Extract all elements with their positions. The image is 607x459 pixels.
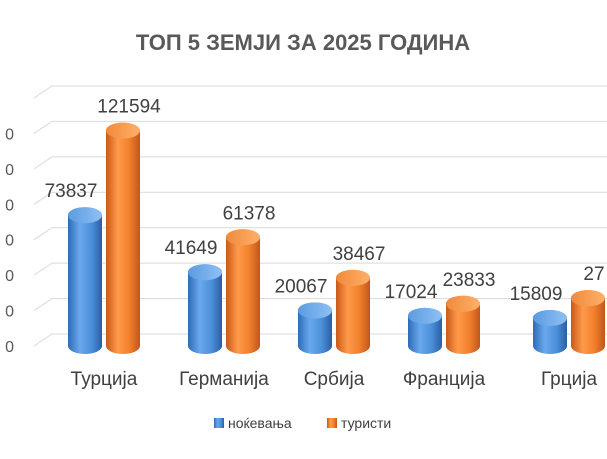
gridline (33, 85, 607, 99)
y-tick-label: 0 (5, 304, 14, 321)
chart-title: ТОП 5 ЗЕМЈИ ЗА 2025 ГОДИНА (136, 30, 470, 55)
x-tick-label: Франција (403, 369, 486, 390)
data-label: 17024 (385, 282, 438, 303)
legend-swatch-series-2 (327, 418, 337, 428)
gridline (33, 120, 607, 134)
legend-swatch-series-1 (214, 418, 224, 428)
gridline (33, 298, 607, 311)
gridline (33, 262, 607, 276)
gridline (33, 191, 607, 205)
data-label: 20067 (275, 276, 328, 297)
x-axis-categories: Турција Германија Србија Франција Грција (71, 369, 598, 390)
bar (336, 269, 370, 354)
bar (298, 302, 332, 354)
bar (226, 229, 260, 354)
bars (68, 122, 605, 354)
gridline (33, 156, 607, 170)
x-tick-label: Турција (71, 369, 138, 390)
x-tick-label: Србија (304, 369, 365, 390)
y-tick-label: 0 (5, 268, 14, 285)
data-label: 41649 (165, 238, 218, 259)
legend: ноќевања туристи (214, 415, 391, 431)
y-tick-label: 0 (5, 339, 14, 356)
data-label: 61378 (223, 203, 276, 224)
legend-label-series-1: ноќевања (228, 415, 292, 431)
bar (106, 122, 140, 354)
legend-label-series-2: туристи (341, 415, 391, 431)
data-label: 15809 (510, 284, 563, 305)
y-axis-ticks: 0 0 0 0 0 0 0 (5, 126, 14, 356)
bar (188, 264, 222, 354)
y-tick-label: 0 (5, 126, 14, 143)
data-label: 23833 (443, 270, 496, 291)
data-label: 38467 (333, 244, 386, 265)
gridlines (33, 85, 607, 347)
bar (533, 309, 567, 354)
bar (68, 207, 102, 354)
data-label: 121594 (97, 97, 161, 118)
x-tick-label: Германија (179, 369, 269, 390)
y-tick-label: 0 (5, 197, 14, 214)
data-label: 27 (583, 264, 604, 285)
x-tick-label: Грција (541, 369, 598, 390)
bar (408, 307, 442, 354)
y-tick-label: 0 (5, 233, 14, 250)
bar (571, 290, 605, 354)
gridline (33, 227, 607, 241)
bar (446, 295, 480, 354)
y-tick-label: 0 (5, 162, 14, 179)
data-label: 73837 (45, 181, 98, 202)
